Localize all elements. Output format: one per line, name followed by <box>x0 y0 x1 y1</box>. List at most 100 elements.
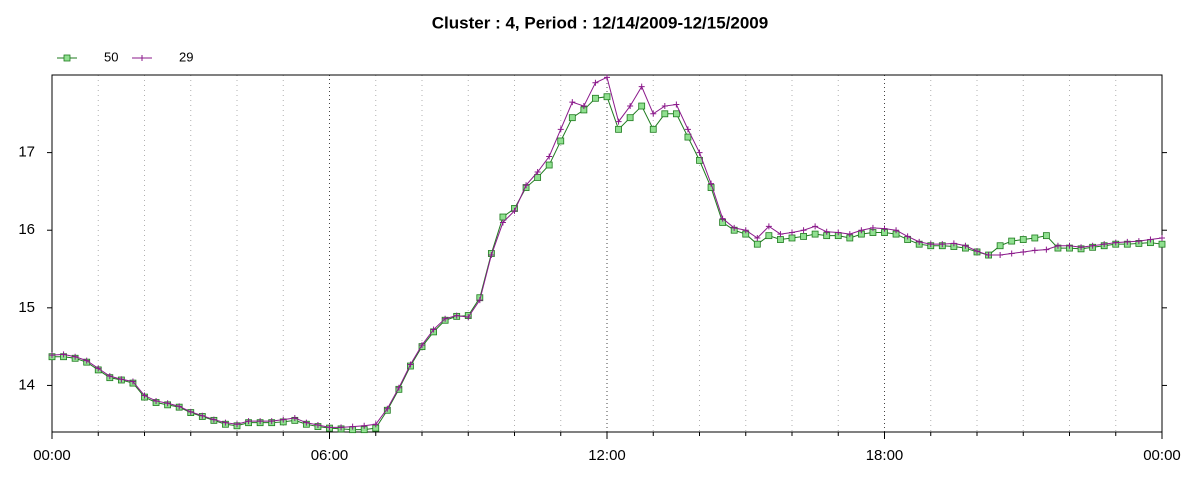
marker <box>465 314 472 321</box>
marker <box>1078 244 1085 251</box>
marker <box>904 233 911 240</box>
marker <box>49 352 55 359</box>
marker <box>499 213 507 221</box>
marker <box>291 415 298 422</box>
marker <box>523 182 530 189</box>
marker <box>1054 242 1061 249</box>
marker <box>753 240 761 248</box>
marker <box>407 361 414 368</box>
marker <box>257 418 264 425</box>
plot-frame <box>51 74 1163 433</box>
marker <box>349 423 356 430</box>
marker <box>800 233 807 240</box>
marker <box>511 207 518 214</box>
marker <box>708 180 715 187</box>
marker <box>303 419 310 426</box>
marker <box>1031 234 1039 242</box>
marker <box>939 241 946 248</box>
marker <box>1019 236 1027 243</box>
marker <box>789 229 795 236</box>
marker <box>1135 238 1142 245</box>
marker <box>338 424 345 431</box>
marker <box>765 232 773 240</box>
marker <box>164 400 171 407</box>
marker <box>1101 241 1108 248</box>
marker <box>1112 239 1119 246</box>
marker <box>534 174 542 181</box>
marker <box>234 421 240 428</box>
marker <box>985 252 992 259</box>
y-tick-label: 15 <box>18 299 35 316</box>
marker <box>684 126 691 133</box>
marker <box>997 252 1004 259</box>
marker <box>534 169 541 176</box>
marker <box>176 403 183 410</box>
series: 29 <box>49 49 1165 431</box>
marker <box>777 236 784 243</box>
marker <box>361 422 368 429</box>
marker <box>869 224 876 231</box>
marker <box>835 229 842 236</box>
marker <box>996 242 1004 250</box>
marker <box>731 224 738 231</box>
y-tick-label: 16 <box>18 221 35 238</box>
marker <box>106 373 113 380</box>
marker <box>823 228 830 235</box>
line <box>51 76 1163 428</box>
marker <box>604 74 610 81</box>
marker <box>893 227 900 234</box>
marker <box>1008 237 1016 245</box>
marker <box>580 103 587 110</box>
marker <box>626 114 634 122</box>
marker <box>384 405 391 412</box>
marker <box>569 99 576 106</box>
marker <box>638 102 646 110</box>
marker <box>800 227 807 234</box>
marker <box>187 408 194 415</box>
marker <box>442 315 449 322</box>
marker <box>881 225 888 232</box>
marker <box>1031 247 1038 254</box>
marker <box>372 421 379 428</box>
x-tick-label: 12:00 <box>588 447 626 464</box>
marker <box>1066 242 1073 249</box>
legend-marker <box>139 55 145 61</box>
legend-label: 29 <box>179 49 193 64</box>
marker <box>696 149 703 156</box>
marker <box>314 422 321 429</box>
x-tick-label: 06:00 <box>311 447 349 464</box>
marker <box>245 418 252 425</box>
marker <box>1158 240 1166 248</box>
marker <box>777 231 784 238</box>
marker <box>430 326 437 333</box>
marker <box>419 342 425 349</box>
marker <box>210 416 217 423</box>
legend-label: 50 <box>104 49 118 64</box>
marker <box>603 93 611 101</box>
marker <box>1020 248 1027 255</box>
marker <box>499 219 506 226</box>
marker <box>222 419 229 426</box>
marker <box>927 241 934 248</box>
marker <box>812 223 819 230</box>
marker <box>788 234 796 242</box>
marker <box>326 424 333 431</box>
marker <box>615 118 622 125</box>
marker <box>649 125 657 133</box>
marker <box>557 137 565 145</box>
chart-title: Cluster : 4, Period : 12/14/2009-12/15/2… <box>432 13 768 32</box>
x-tick-label: 00:00 <box>33 447 71 464</box>
marker <box>742 227 749 234</box>
marker <box>83 357 90 364</box>
marker <box>684 133 692 141</box>
marker <box>1159 234 1165 241</box>
marker <box>765 223 772 230</box>
marker <box>1042 232 1050 240</box>
marker <box>672 110 680 118</box>
marker <box>546 153 553 160</box>
marker <box>592 94 599 102</box>
marker <box>280 416 287 423</box>
marker <box>673 101 680 108</box>
marker <box>72 353 79 360</box>
